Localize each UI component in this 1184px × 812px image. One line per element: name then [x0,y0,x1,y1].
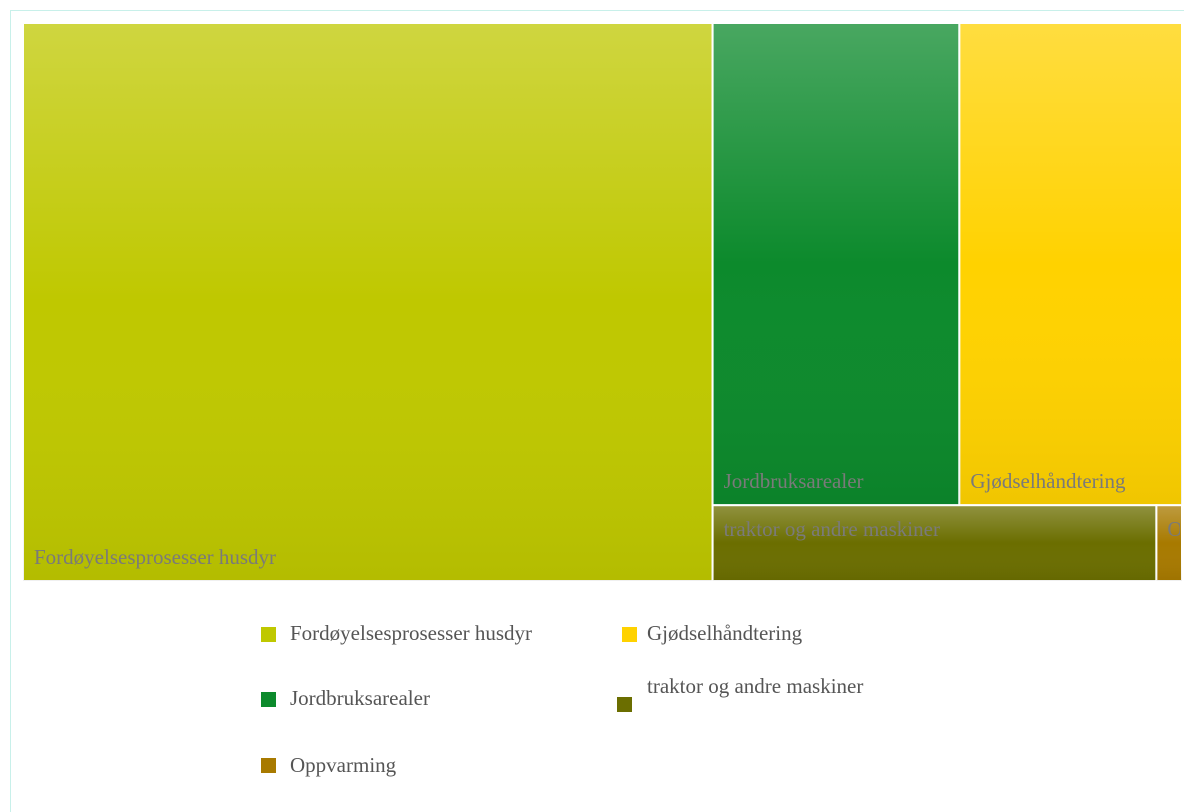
legend-label: Fordøyelsesprosesser husdyr [290,621,532,645]
tiles: Fordøyelsesprosesser husdyr Jordbruksarea… [22,22,1184,583]
legend-label: Gjødselhåndtering [647,621,803,645]
legend-label: Oppvarming [290,753,397,777]
tile-label: Jordbruksarealer [724,469,864,493]
legend-label: Jordbruksarealer [290,686,430,710]
legend-swatch [261,758,276,773]
frame [10,10,1184,812]
legend-swatch [261,692,276,707]
legend-label: traktor og andre maskiner [647,674,863,698]
tile [711,22,961,507]
tile-label: Gjødselhåndtering [970,469,1126,493]
tile [958,22,1184,507]
legend-swatch [617,697,632,712]
legend: Fordøyelsesprosesser husdyr Jordbruksarea… [261,621,863,777]
legend-swatch [622,627,637,642]
tile [22,22,714,582]
tile-label: traktor og andre maskiner [724,517,940,541]
legend-swatch [261,627,276,642]
tile-label: Fordøyelsesprosesser husdyr [34,545,276,569]
tile-label: Oppvarming [1167,517,1184,541]
